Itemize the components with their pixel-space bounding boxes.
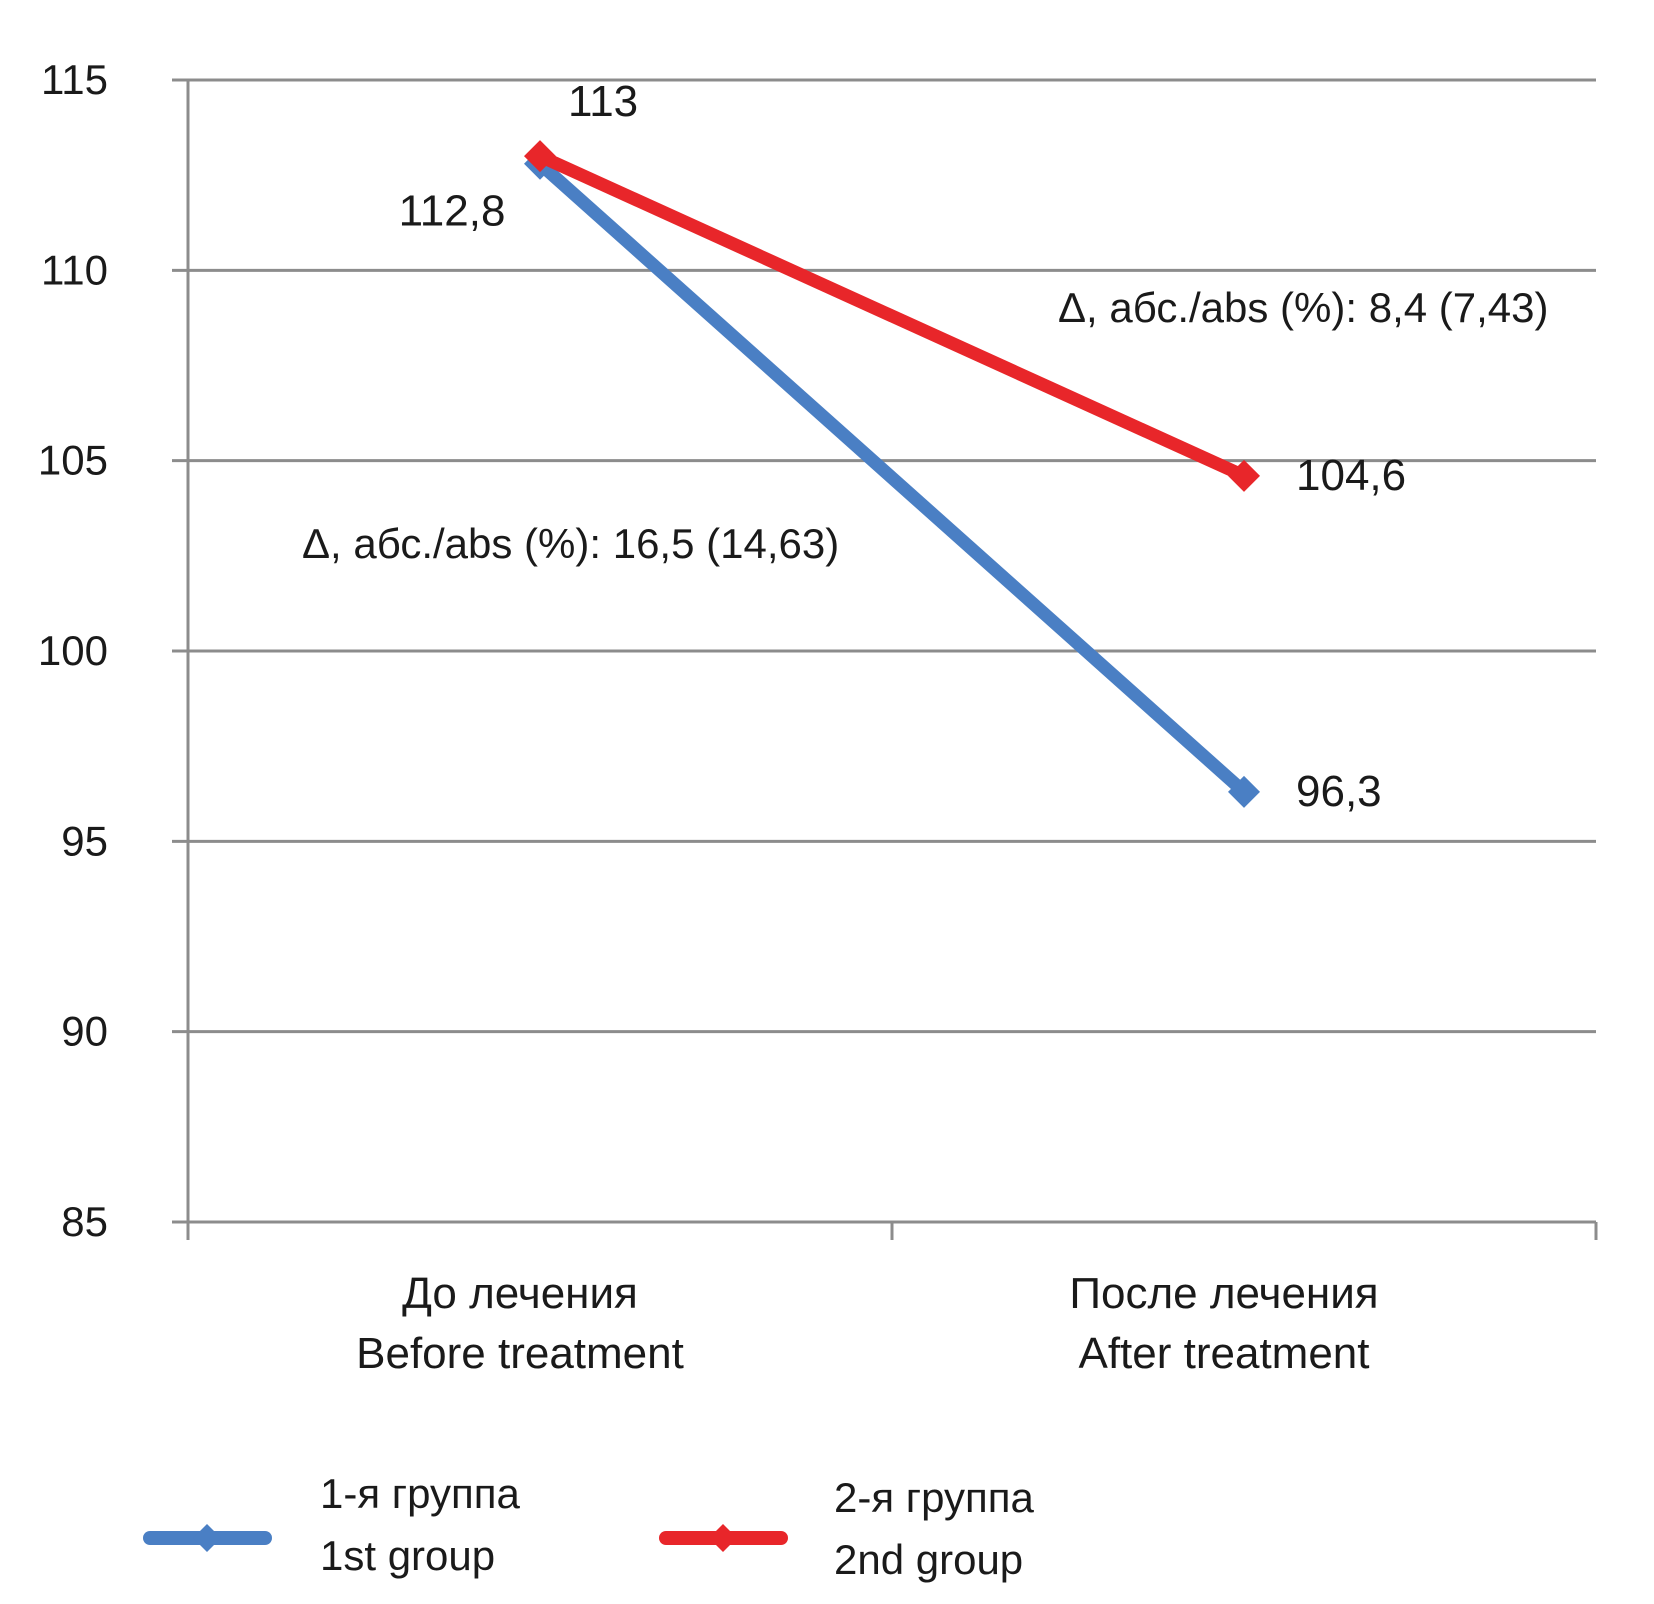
delta-annotation: Δ, абс./abs (%): 8,4 (7,43) [1058,284,1549,331]
y-axis-ticks: 115 110 105 100 95 90 85 [38,56,108,1245]
data-label: 104,6 [1296,451,1406,500]
data-label: 112,8 [399,187,506,236]
delta-annotations: Δ, абс./abs (%): 16,5 (14,63) Δ, абс./abs… [302,284,1549,567]
legend-label: 2nd group [834,1536,1023,1583]
legend: 1-я группа 1st group 2-я группа 2nd group [143,1470,1034,1583]
x-axis-categories: До лечения Before treatment После лечения A… [356,1269,1378,1378]
series-line-2 [537,150,1247,482]
y-tick-label: 95 [61,817,108,864]
data-label: 113 [568,77,638,126]
y-tick-label: 100 [38,627,108,674]
y-tick-label: 105 [38,437,108,484]
legend-label: 1-я группа [320,1470,520,1517]
y-tick-label: 90 [61,1008,108,1055]
y-tick-label: 85 [61,1198,108,1245]
axes [186,80,1598,1240]
series-lines [524,140,1260,808]
x-category-label: После лечения [1069,1269,1378,1318]
x-category-label: До лечения [402,1269,638,1318]
data-labels: 112,8 96,3 113 104,6 [399,77,1407,816]
legend-marker-1 [193,1524,221,1552]
series-marker-1 [1228,775,1260,808]
legend-marker-2 [709,1524,737,1552]
legend-label: 2-я группа [834,1474,1034,1521]
legend-label: 1st group [320,1532,495,1579]
series-line-1 [535,158,1249,797]
y-tick-label: 115 [41,56,108,103]
x-category-label: After treatment [1078,1329,1369,1378]
grid-lines [172,78,1596,1224]
x-category-label: Before treatment [356,1329,684,1378]
series-marker-2 [1228,459,1260,492]
data-label: 96,3 [1296,767,1382,816]
delta-annotation: Δ, абс./abs (%): 16,5 (14,63) [302,520,839,567]
y-tick-label: 110 [41,246,108,293]
series-marker-2 [524,140,556,173]
